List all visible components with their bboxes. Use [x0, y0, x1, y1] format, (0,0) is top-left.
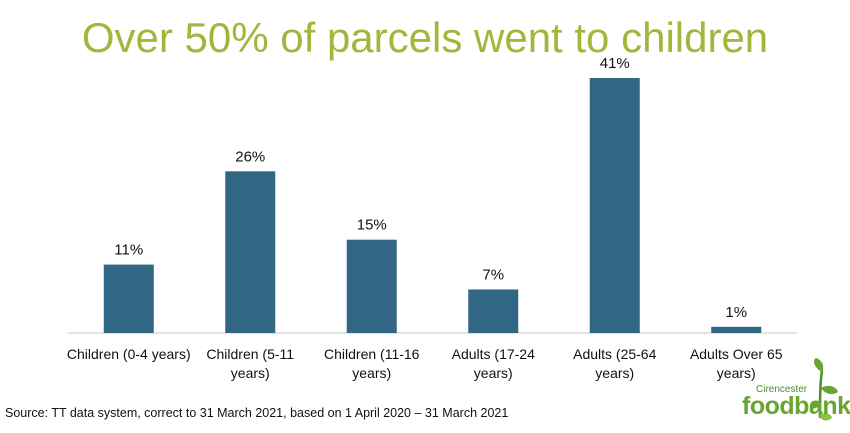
logo-wordmark: foodbank [742, 392, 850, 420]
data-label: 26% [235, 148, 265, 165]
bar [468, 289, 519, 333]
data-label: 15% [357, 217, 387, 234]
chart-title: Over 50% of parcels went to children [81, 14, 769, 61]
x-tick-label: Children (5-11 years) [206, 346, 294, 381]
x-tick-label: Adults (17-24 years) [452, 346, 535, 381]
data-label: 7% [482, 266, 504, 283]
source-note: Source: TT data system, correct to 31 Ma… [5, 406, 509, 420]
leaf-icon [809, 358, 838, 421]
bar [346, 239, 397, 333]
bar [711, 326, 762, 333]
x-tick-label: Children (11-16 years) [324, 346, 420, 381]
x-tick-label: Adults (25-64 years) [573, 346, 656, 381]
bar [589, 78, 640, 333]
bar [225, 171, 276, 333]
logo-subtitle: Cirencester [756, 384, 808, 395]
data-label: 41% [600, 55, 630, 72]
x-tick-label: Children (0-4 years) [67, 346, 191, 362]
data-label: 1% [725, 304, 747, 321]
x-tick-label: Adults Over 65 years) [690, 346, 783, 381]
bar-chart: 11% Children (0-4 years) 26% Children (5-11… [67, 55, 797, 381]
data-label: 11% [114, 242, 143, 259]
foodbank-logo: Cirencester foodbank [738, 358, 850, 428]
bar [103, 264, 154, 333]
